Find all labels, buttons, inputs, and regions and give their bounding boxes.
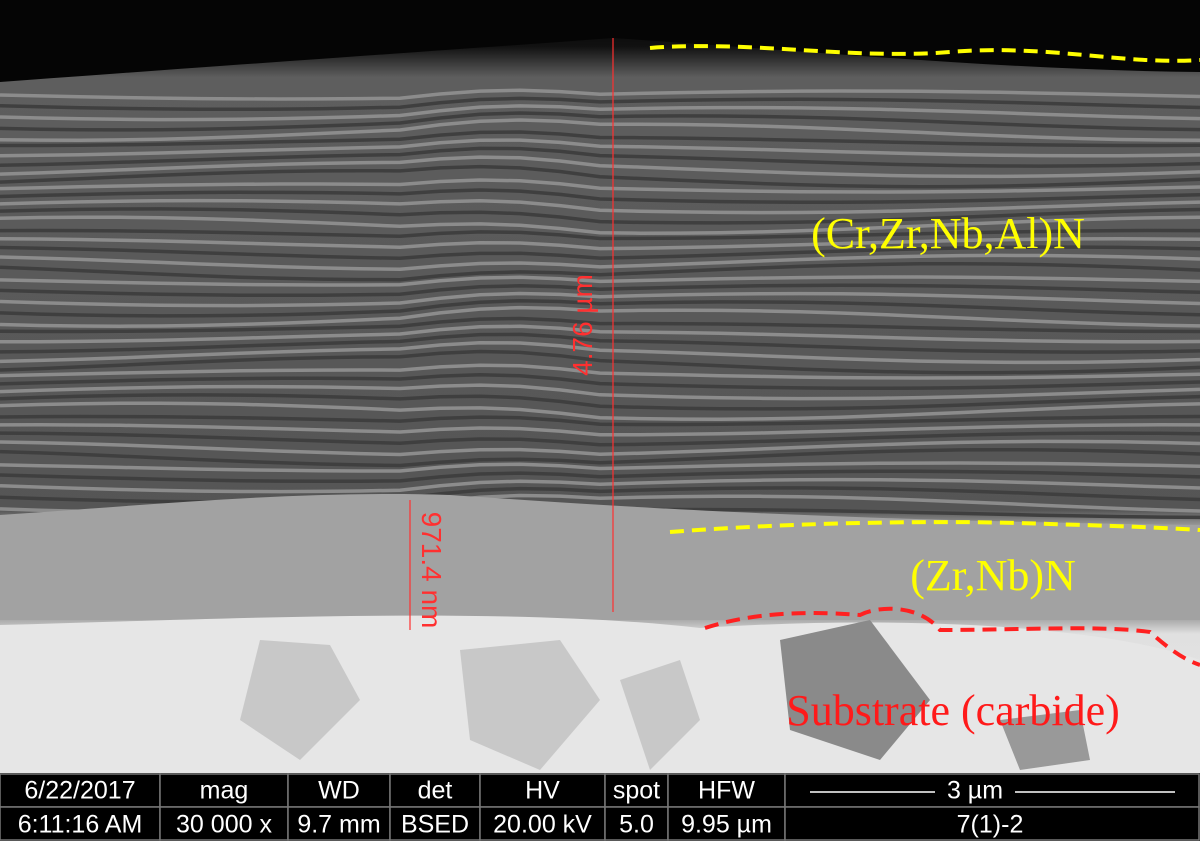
info-value: 6:11:16 AM	[18, 811, 143, 839]
layer-label: Substrate (carbide)	[786, 686, 1120, 735]
stripe	[0, 283, 1200, 298]
grains	[240, 620, 1090, 770]
stripe	[0, 88, 1200, 101]
stripe	[0, 349, 1200, 375]
stripe	[0, 401, 1200, 421]
info-value: 9.95 µm	[681, 811, 772, 839]
stripe	[0, 237, 1200, 251]
measurement: 971.4 nm	[416, 512, 447, 629]
info-cell	[159, 773, 289, 808]
info-cell	[479, 806, 606, 841]
stripe	[0, 178, 1200, 194]
stripe	[0, 245, 1200, 261]
stripe	[0, 477, 1200, 494]
stripe	[0, 461, 1200, 473]
info-cell	[784, 806, 1200, 841]
sample-id: 7(1)-2	[957, 811, 1024, 839]
stripe	[0, 111, 1200, 132]
info-header: det	[418, 777, 453, 805]
measurement: 4.76 µm	[567, 274, 598, 376]
info-cell	[159, 806, 289, 841]
info-cell	[667, 806, 786, 841]
stripe	[0, 298, 1200, 318]
stripe	[0, 393, 1200, 411]
boundary-interlayer	[669, 520, 1200, 534]
stripe	[0, 447, 1200, 468]
stripe	[0, 130, 1200, 148]
info-value: 9.7 mm	[297, 811, 380, 839]
layer-label: (Cr,Zr,Nb,Al)N	[811, 209, 1085, 258]
interlayer-region	[0, 494, 1200, 620]
boundary-top	[649, 44, 1200, 63]
stripe	[0, 363, 1200, 380]
info-value: 5.0	[619, 811, 654, 839]
info-header: mag	[200, 777, 249, 805]
scale-label-bg	[935, 779, 1015, 805]
stripe	[0, 316, 1200, 334]
stripe	[0, 469, 1200, 484]
stripe	[0, 275, 1200, 287]
stripe	[0, 118, 1200, 142]
info-value: BSED	[401, 811, 469, 839]
info-cell	[479, 773, 606, 808]
stripe	[0, 340, 1200, 365]
info-bar: 6/22/2017 6:11:16 AM mag 30 000 x WD 9.7 mm de…	[0, 773, 1200, 841]
stripe	[0, 96, 1200, 112]
stripe	[0, 324, 1200, 344]
stripe	[0, 155, 1200, 179]
info-cell	[389, 806, 481, 841]
stripe	[0, 188, 1200, 205]
stripe	[0, 332, 1200, 354]
info-cell	[604, 773, 669, 808]
info-cell	[287, 806, 391, 841]
stripe	[0, 383, 1200, 401]
info-cell	[389, 773, 481, 808]
layer-label: (Zr,Nb)N	[910, 551, 1076, 600]
stripe	[0, 253, 1200, 271]
info-value: 20.00 kV	[493, 811, 592, 839]
stripe	[0, 439, 1200, 457]
stripe	[0, 228, 1200, 241]
info-cell	[0, 806, 161, 841]
stripe	[0, 261, 1200, 282]
info-header: HV	[525, 777, 560, 805]
info-header: spot	[613, 777, 660, 805]
info-header: 6/22/2017	[24, 777, 135, 805]
stripe	[0, 198, 1200, 215]
stripe	[0, 164, 1200, 189]
stripe	[0, 291, 1200, 308]
stripe	[0, 104, 1200, 122]
stripe	[0, 146, 1200, 168]
vacuum	[0, 0, 1200, 82]
stripe	[0, 414, 1200, 427]
stripe	[0, 373, 1200, 391]
info-value: 30 000 x	[176, 811, 272, 839]
stripe	[0, 138, 1200, 158]
stripe	[0, 423, 1200, 437]
scale-label: 3 µm	[947, 777, 1003, 805]
boundary-substrate	[704, 606, 1200, 667]
stripe	[0, 215, 1200, 235]
info-header: WD	[318, 777, 360, 805]
info-header: HFW	[698, 777, 755, 805]
stripe	[0, 431, 1200, 447]
stripe	[0, 207, 1200, 225]
stripe	[0, 305, 1200, 328]
